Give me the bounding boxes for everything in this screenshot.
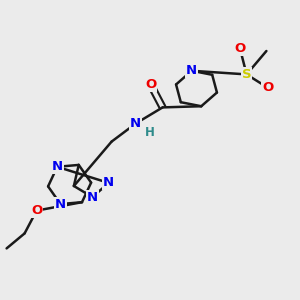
Text: N: N — [186, 64, 197, 77]
Text: H: H — [145, 125, 154, 139]
Text: O: O — [31, 204, 42, 217]
Text: N: N — [130, 117, 141, 130]
Text: N: N — [52, 160, 63, 173]
Text: O: O — [234, 42, 246, 55]
Text: O: O — [145, 78, 156, 91]
Text: N: N — [103, 176, 114, 189]
Text: S: S — [242, 68, 251, 81]
Text: N: N — [87, 190, 98, 204]
Text: N: N — [55, 198, 66, 211]
Text: O: O — [262, 81, 273, 94]
